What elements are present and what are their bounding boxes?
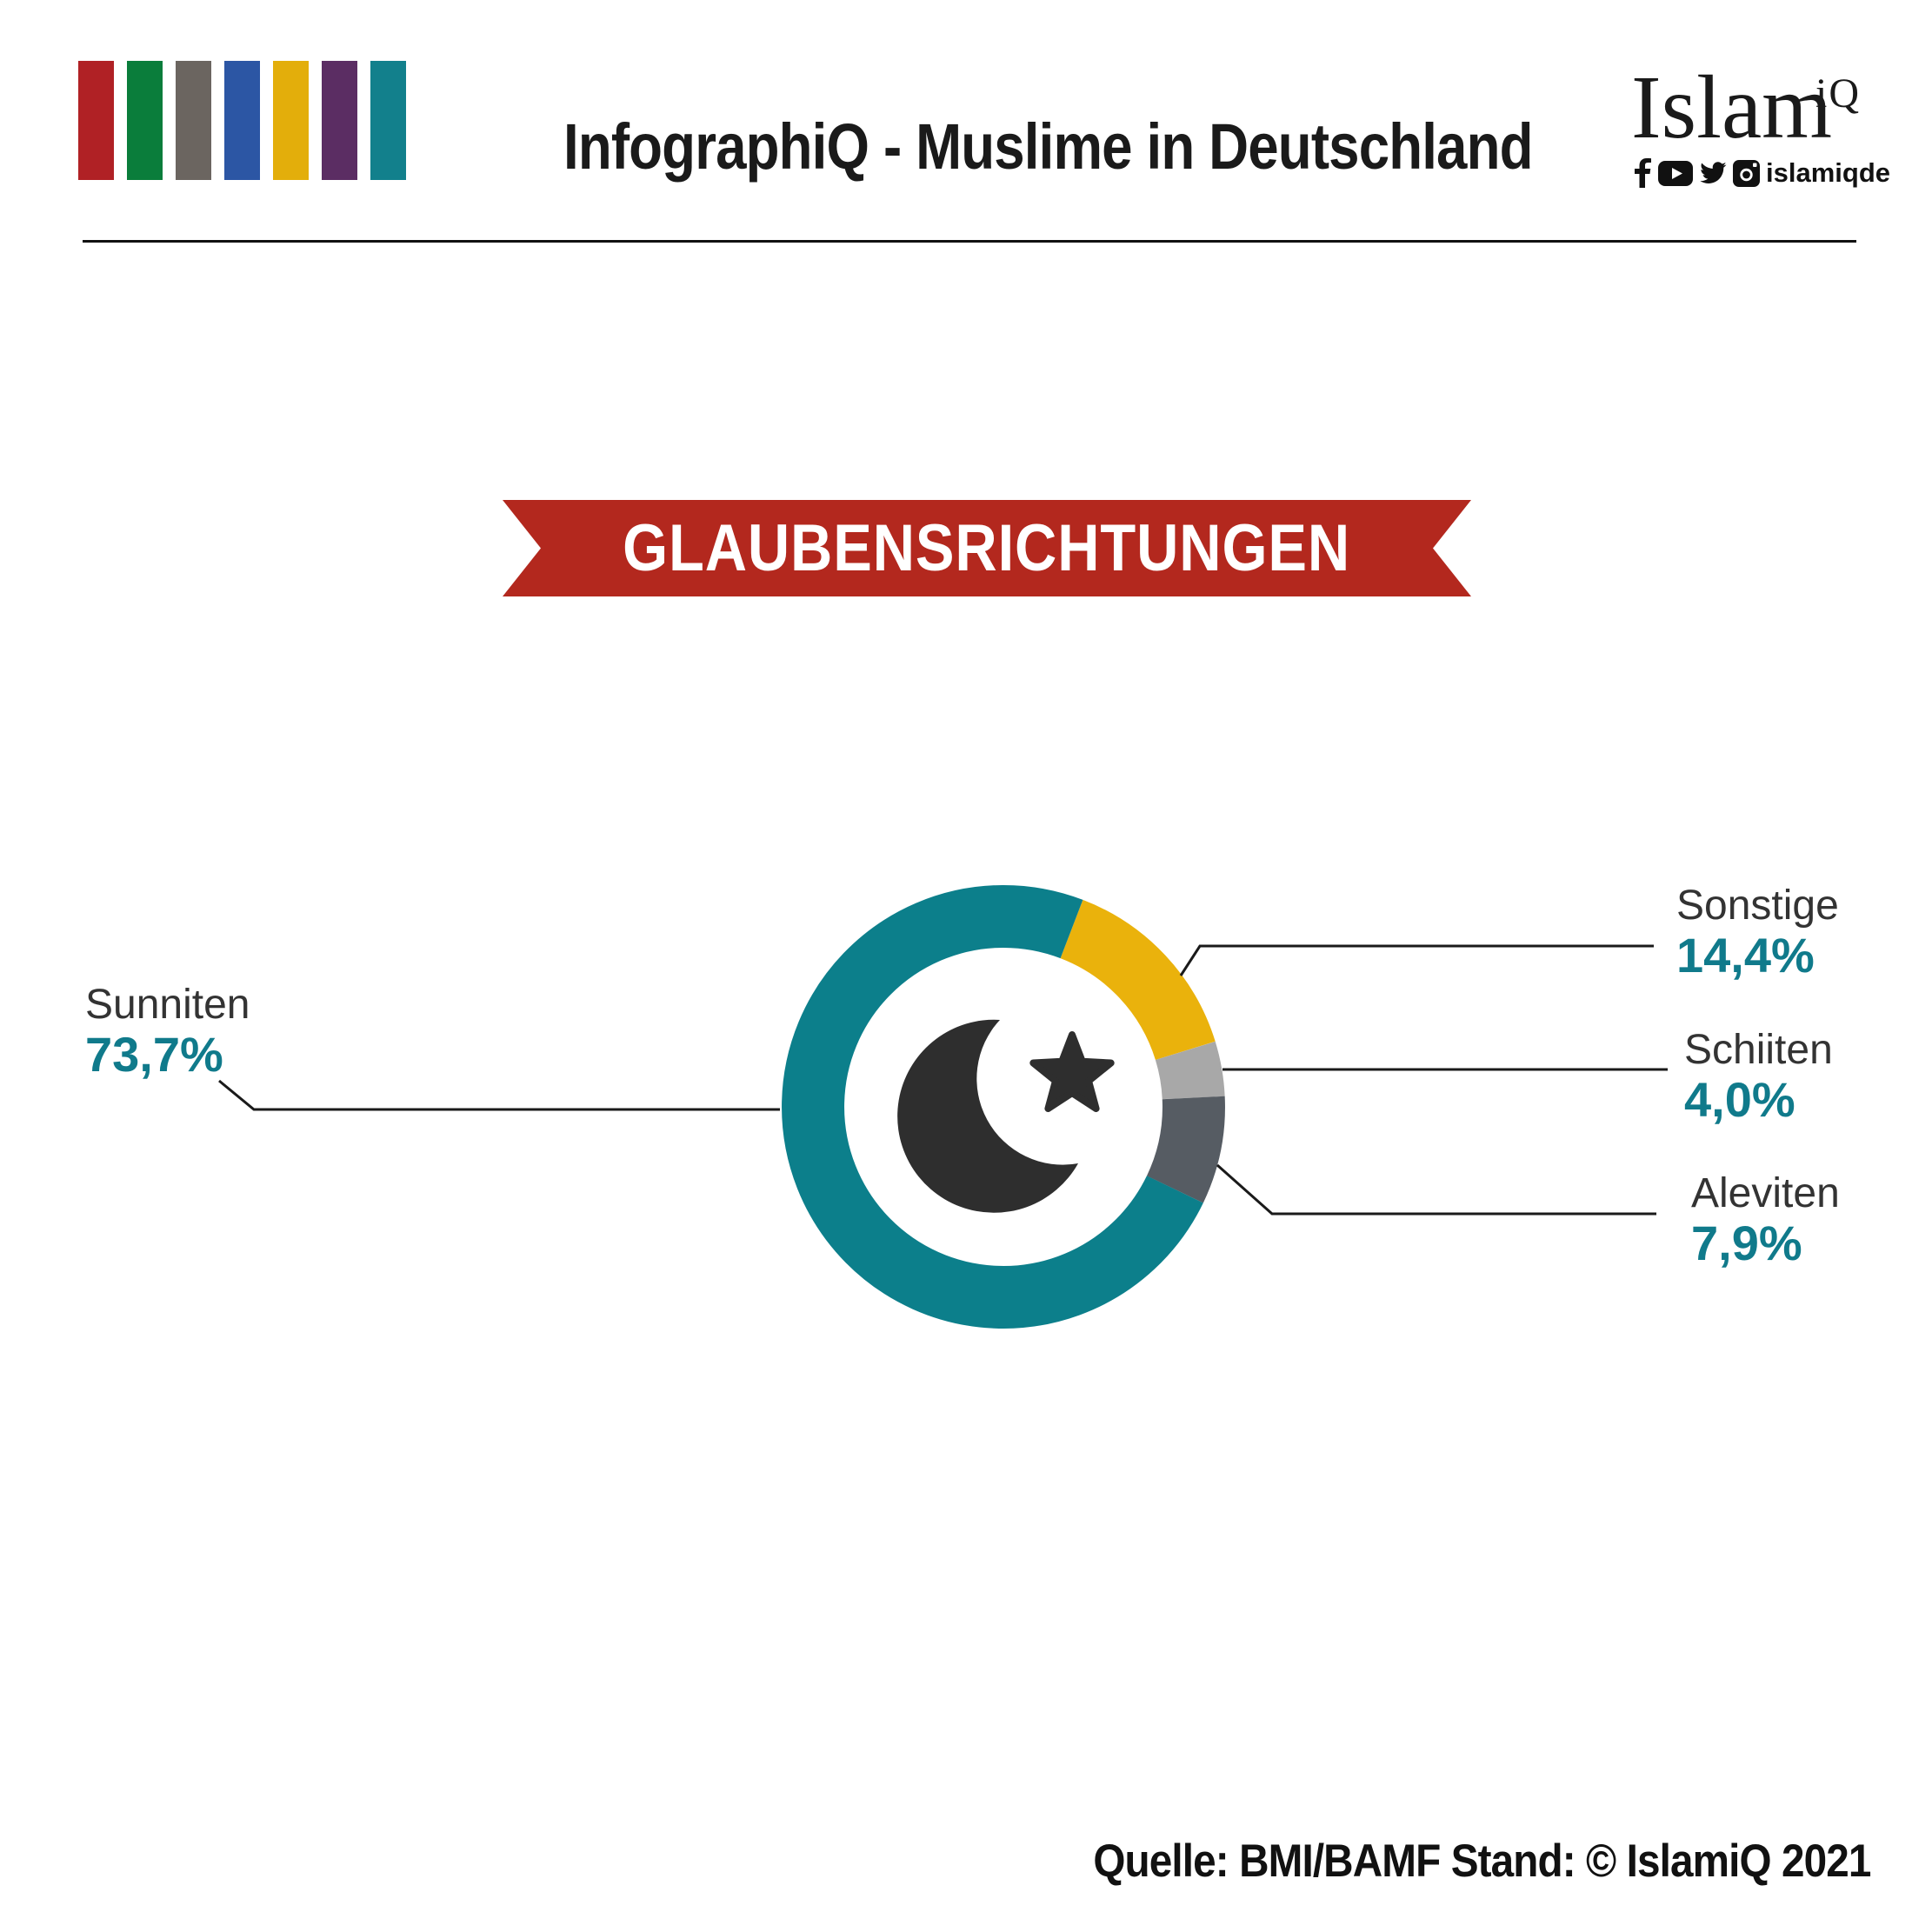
segment-value: 73,7% [85, 1027, 223, 1082]
segment-label: Sunniten [85, 982, 250, 1028]
segment-value: 7,9% [1691, 1216, 1802, 1270]
facebook-icon [1633, 158, 1652, 188]
section-banner-ribbon: GLAUBENSRICHTUNGEN [503, 500, 1471, 596]
leader-line-aleviten [1216, 1163, 1656, 1216]
islamiq-logo: Islam iQ islamiqde [1631, 57, 1892, 188]
segment-label: Aleviten [1691, 1170, 1840, 1216]
callout-sonstige: Sonstige 14,4% [1676, 883, 1839, 981]
callout-schiiten: Schiiten 4,0% [1684, 1028, 1833, 1125]
logo-wordmark: Islam [1631, 57, 1833, 157]
donut-segment-aleviten [1146, 1096, 1225, 1203]
brand-bar [78, 61, 114, 180]
callout-sunniten: Sunniten 73,7% [85, 983, 250, 1080]
source-note: Quelle: BMI/BAMF Stand: © IslamiQ 2021 [1093, 1835, 1872, 1887]
star-icon [1029, 1031, 1115, 1112]
brand-bar [127, 61, 163, 180]
callout-aleviten: Aleviten 7,9% [1691, 1171, 1840, 1269]
youtube-icon [1658, 160, 1693, 186]
logo-superscript: iQ [1815, 70, 1861, 117]
page-title: InfographiQ - Muslime in Deutschland [563, 110, 1533, 183]
leader-line-sunniten [218, 1079, 780, 1111]
donut-segment-schiiten [1155, 1041, 1225, 1101]
logo-social-row: islamiqde [1633, 157, 1890, 188]
segment-label: Sonstige [1676, 883, 1839, 929]
segment-value: 4,0% [1684, 1072, 1795, 1127]
donut-segment-sonstige [1059, 899, 1216, 1061]
crescent-icon [897, 1019, 1078, 1213]
brand-bar [176, 61, 211, 180]
social-handle: islamiqde [1766, 157, 1890, 188]
brand-bar [273, 61, 309, 180]
brand-bar [370, 61, 406, 180]
donut-segments [782, 885, 1225, 1329]
donut-segment-sunniten [782, 885, 1203, 1329]
segment-label: Schiiten [1684, 1027, 1833, 1073]
leader-line-sonstige [1179, 944, 1654, 976]
section-banner-title: GLAUBENSRICHTUNGEN [623, 511, 1351, 585]
twitter-icon [1699, 161, 1727, 185]
brand-bar [224, 61, 260, 180]
instagram-icon [1733, 159, 1760, 187]
segment-value: 14,4% [1676, 928, 1815, 983]
brand-bar [322, 61, 357, 180]
header-divider-line [83, 240, 1856, 243]
